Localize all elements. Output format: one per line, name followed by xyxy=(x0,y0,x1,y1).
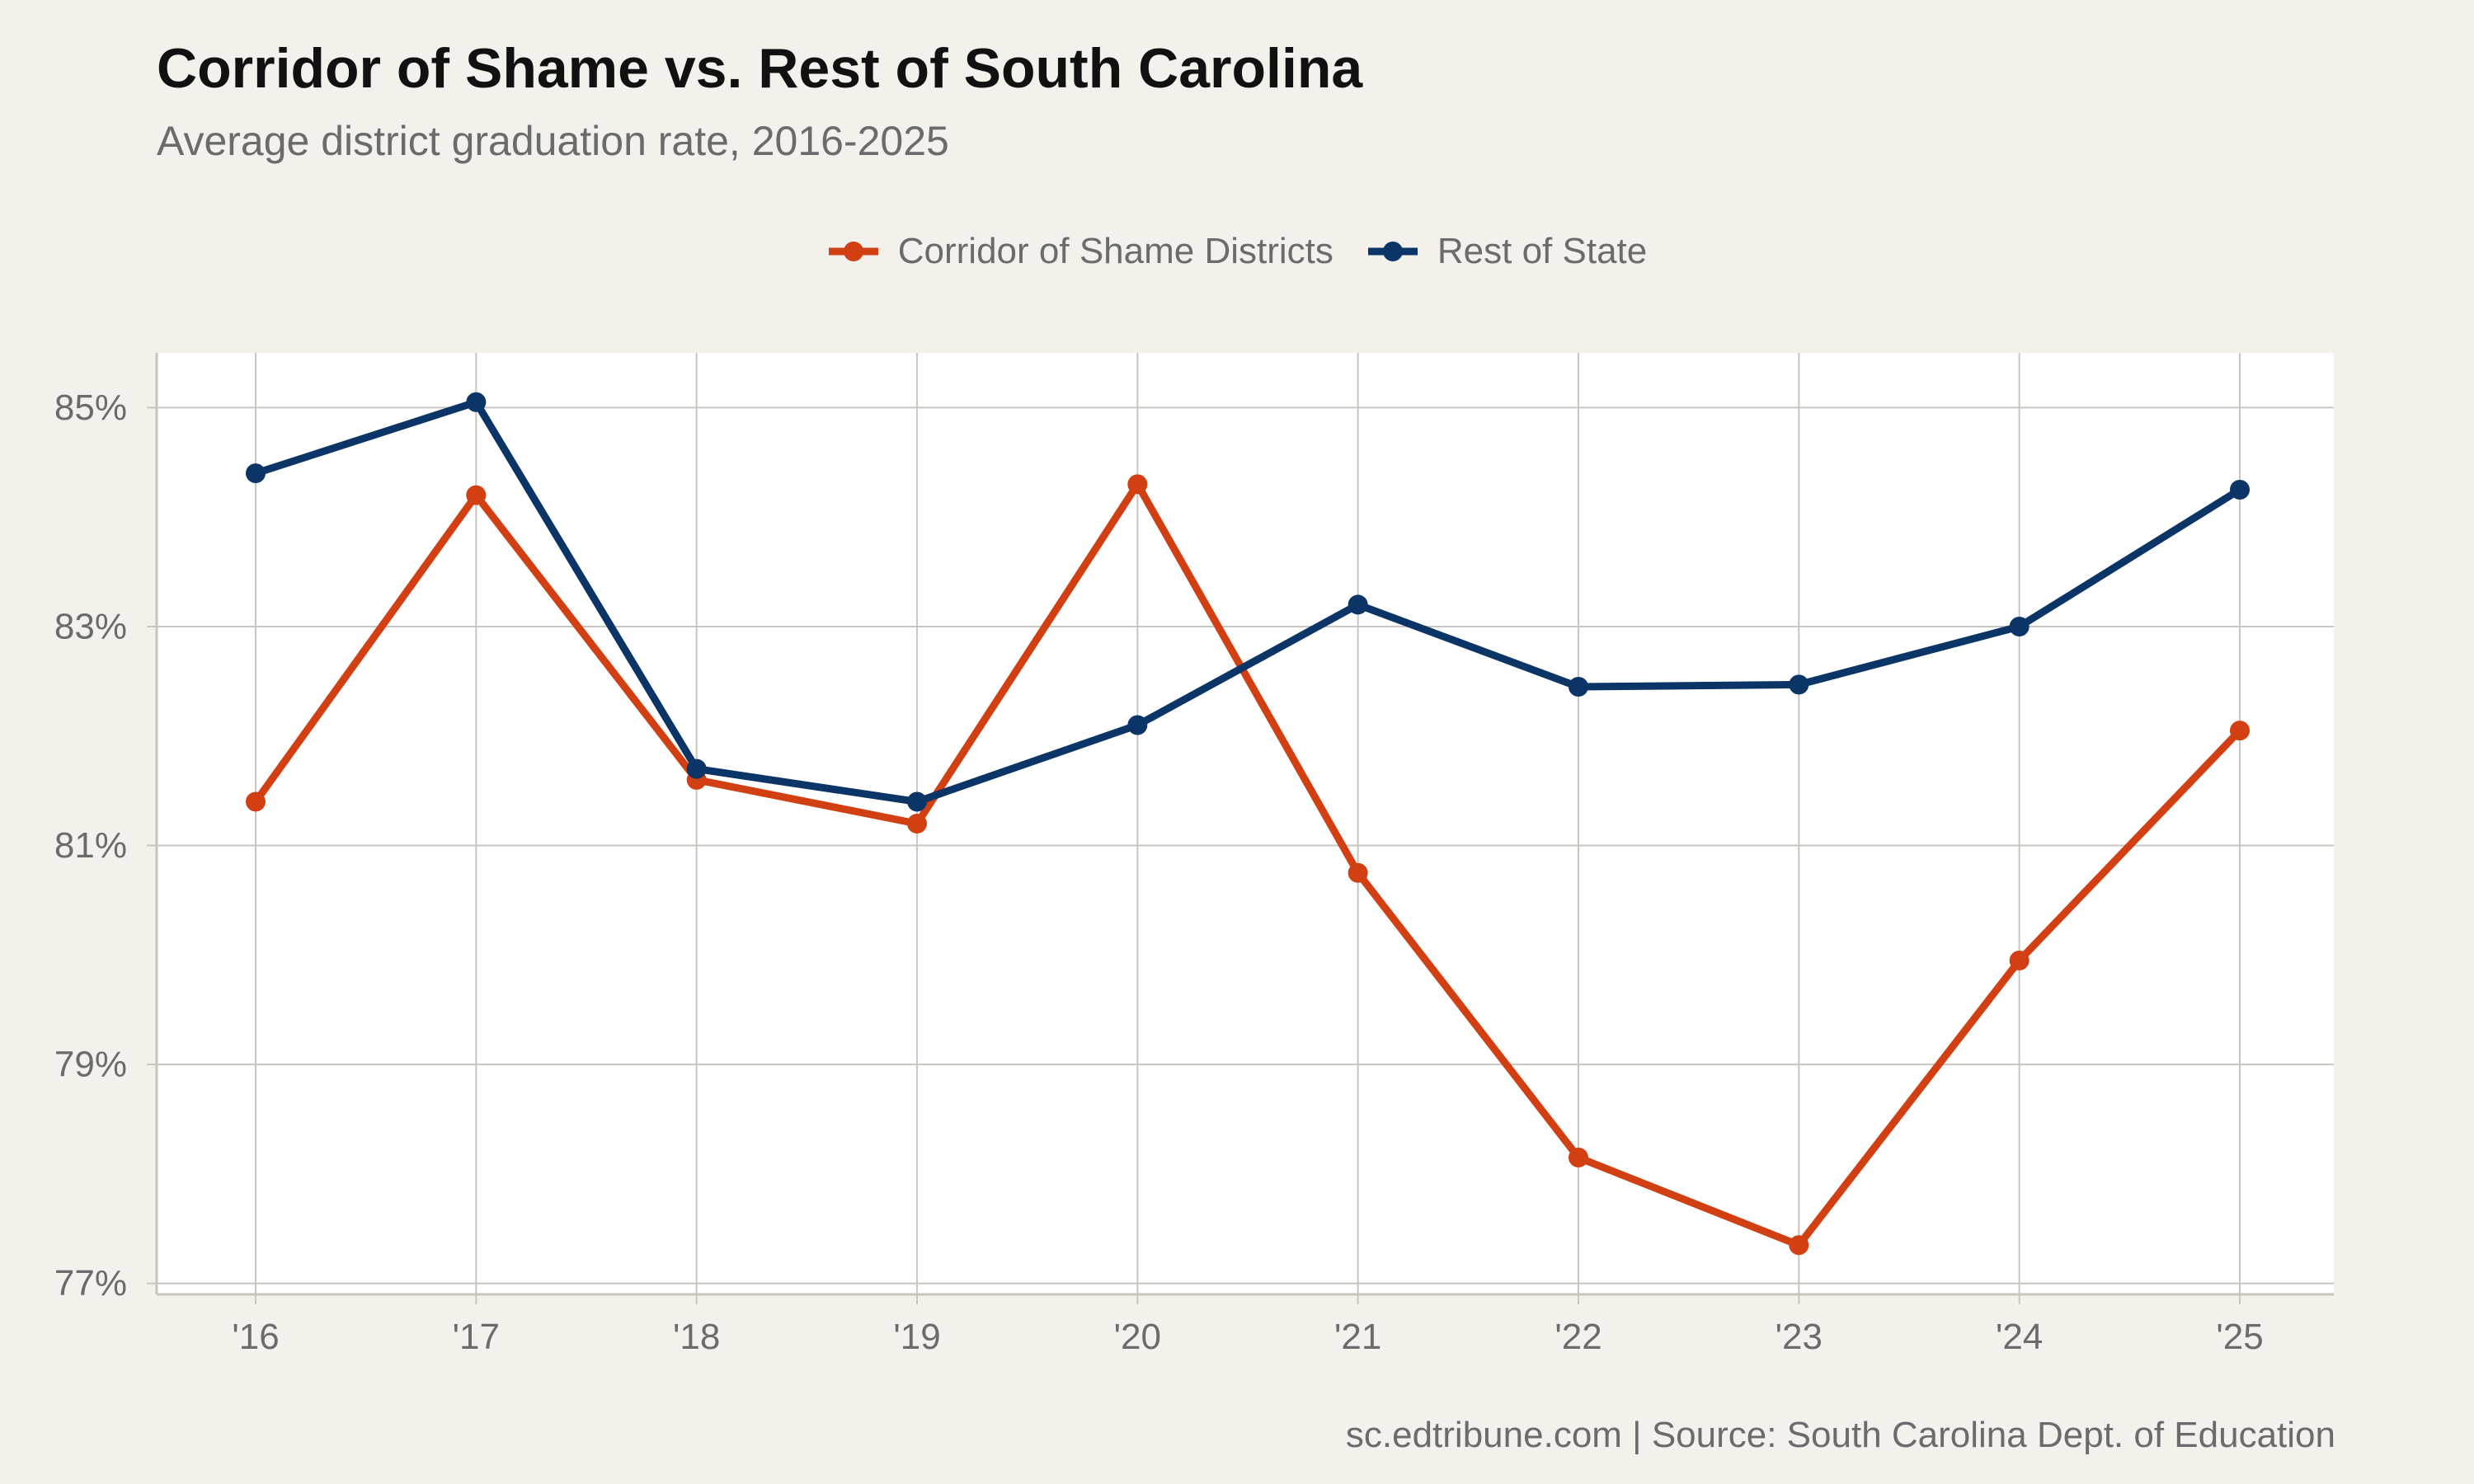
legend-key-rest xyxy=(1367,242,1418,261)
x-tick-label: '17 xyxy=(453,1317,500,1357)
data-point xyxy=(2009,950,2030,970)
legend-key-corridor xyxy=(828,242,878,261)
plot-panel xyxy=(157,353,2334,1294)
y-tick-label: 79% xyxy=(54,1045,127,1085)
data-point xyxy=(2009,616,2030,636)
data-point xyxy=(466,392,487,412)
x-tick-label: '20 xyxy=(1114,1317,1161,1357)
series-lines xyxy=(246,392,2250,1256)
data-point xyxy=(1789,674,1809,695)
data-point xyxy=(1348,862,1368,883)
tick-labels: 77% 79% 81% 83% 85% '16 '17 '18 '19 '20 '21 '22 '23 '… xyxy=(54,387,2264,1357)
data-point xyxy=(2230,721,2250,741)
legend-item-corridor: Corridor of Shame Districts xyxy=(827,231,1333,272)
series-line xyxy=(252,398,2244,805)
chart-subtitle: Average district graduation rate, 2016-2… xyxy=(157,118,949,164)
data-point xyxy=(1127,474,1148,495)
x-tick-label: '19 xyxy=(893,1317,940,1357)
data-point xyxy=(1789,1235,1809,1256)
x-tick-label: '22 xyxy=(1554,1317,1602,1357)
series-1 xyxy=(246,392,2250,812)
series-line xyxy=(252,480,2244,1249)
data-point xyxy=(1127,715,1148,735)
data-point xyxy=(246,791,266,812)
x-tick-label: '25 xyxy=(2216,1317,2263,1357)
x-tick-label: '18 xyxy=(673,1317,720,1357)
series-0 xyxy=(246,474,2250,1256)
legend-item-rest: Rest of State xyxy=(1366,231,1647,272)
chart-caption: sc.edtribune.com | Source: South Carolin… xyxy=(1345,1415,2335,1455)
data-point xyxy=(907,791,927,812)
y-tick-label: 85% xyxy=(54,387,127,428)
data-point xyxy=(1348,594,1368,615)
y-tick-label: 77% xyxy=(54,1263,127,1303)
data-point xyxy=(246,463,266,484)
data-point xyxy=(2230,479,2250,500)
chart-title: Corridor of Shame vs. Rest of South Caro… xyxy=(157,37,1363,100)
x-tick-label: '21 xyxy=(1334,1317,1381,1357)
data-point xyxy=(1569,677,1588,697)
chart-legend: Corridor of Shame Districts Rest of Stat… xyxy=(0,227,2474,276)
y-tick-label: 81% xyxy=(54,825,127,866)
data-point xyxy=(686,758,707,779)
data-point xyxy=(466,485,487,505)
data-point xyxy=(1569,1148,1588,1168)
legend-label-rest: Rest of State xyxy=(1437,231,1648,271)
legend-label-corridor: Corridor of Shame Districts xyxy=(897,231,1333,271)
y-tick-label: 83% xyxy=(54,606,127,646)
x-tick-label: '24 xyxy=(1996,1317,2043,1357)
x-tick-label: '23 xyxy=(1776,1317,1823,1357)
data-point xyxy=(907,814,927,834)
axes xyxy=(147,353,2334,1304)
x-tick-label: '16 xyxy=(232,1317,279,1357)
